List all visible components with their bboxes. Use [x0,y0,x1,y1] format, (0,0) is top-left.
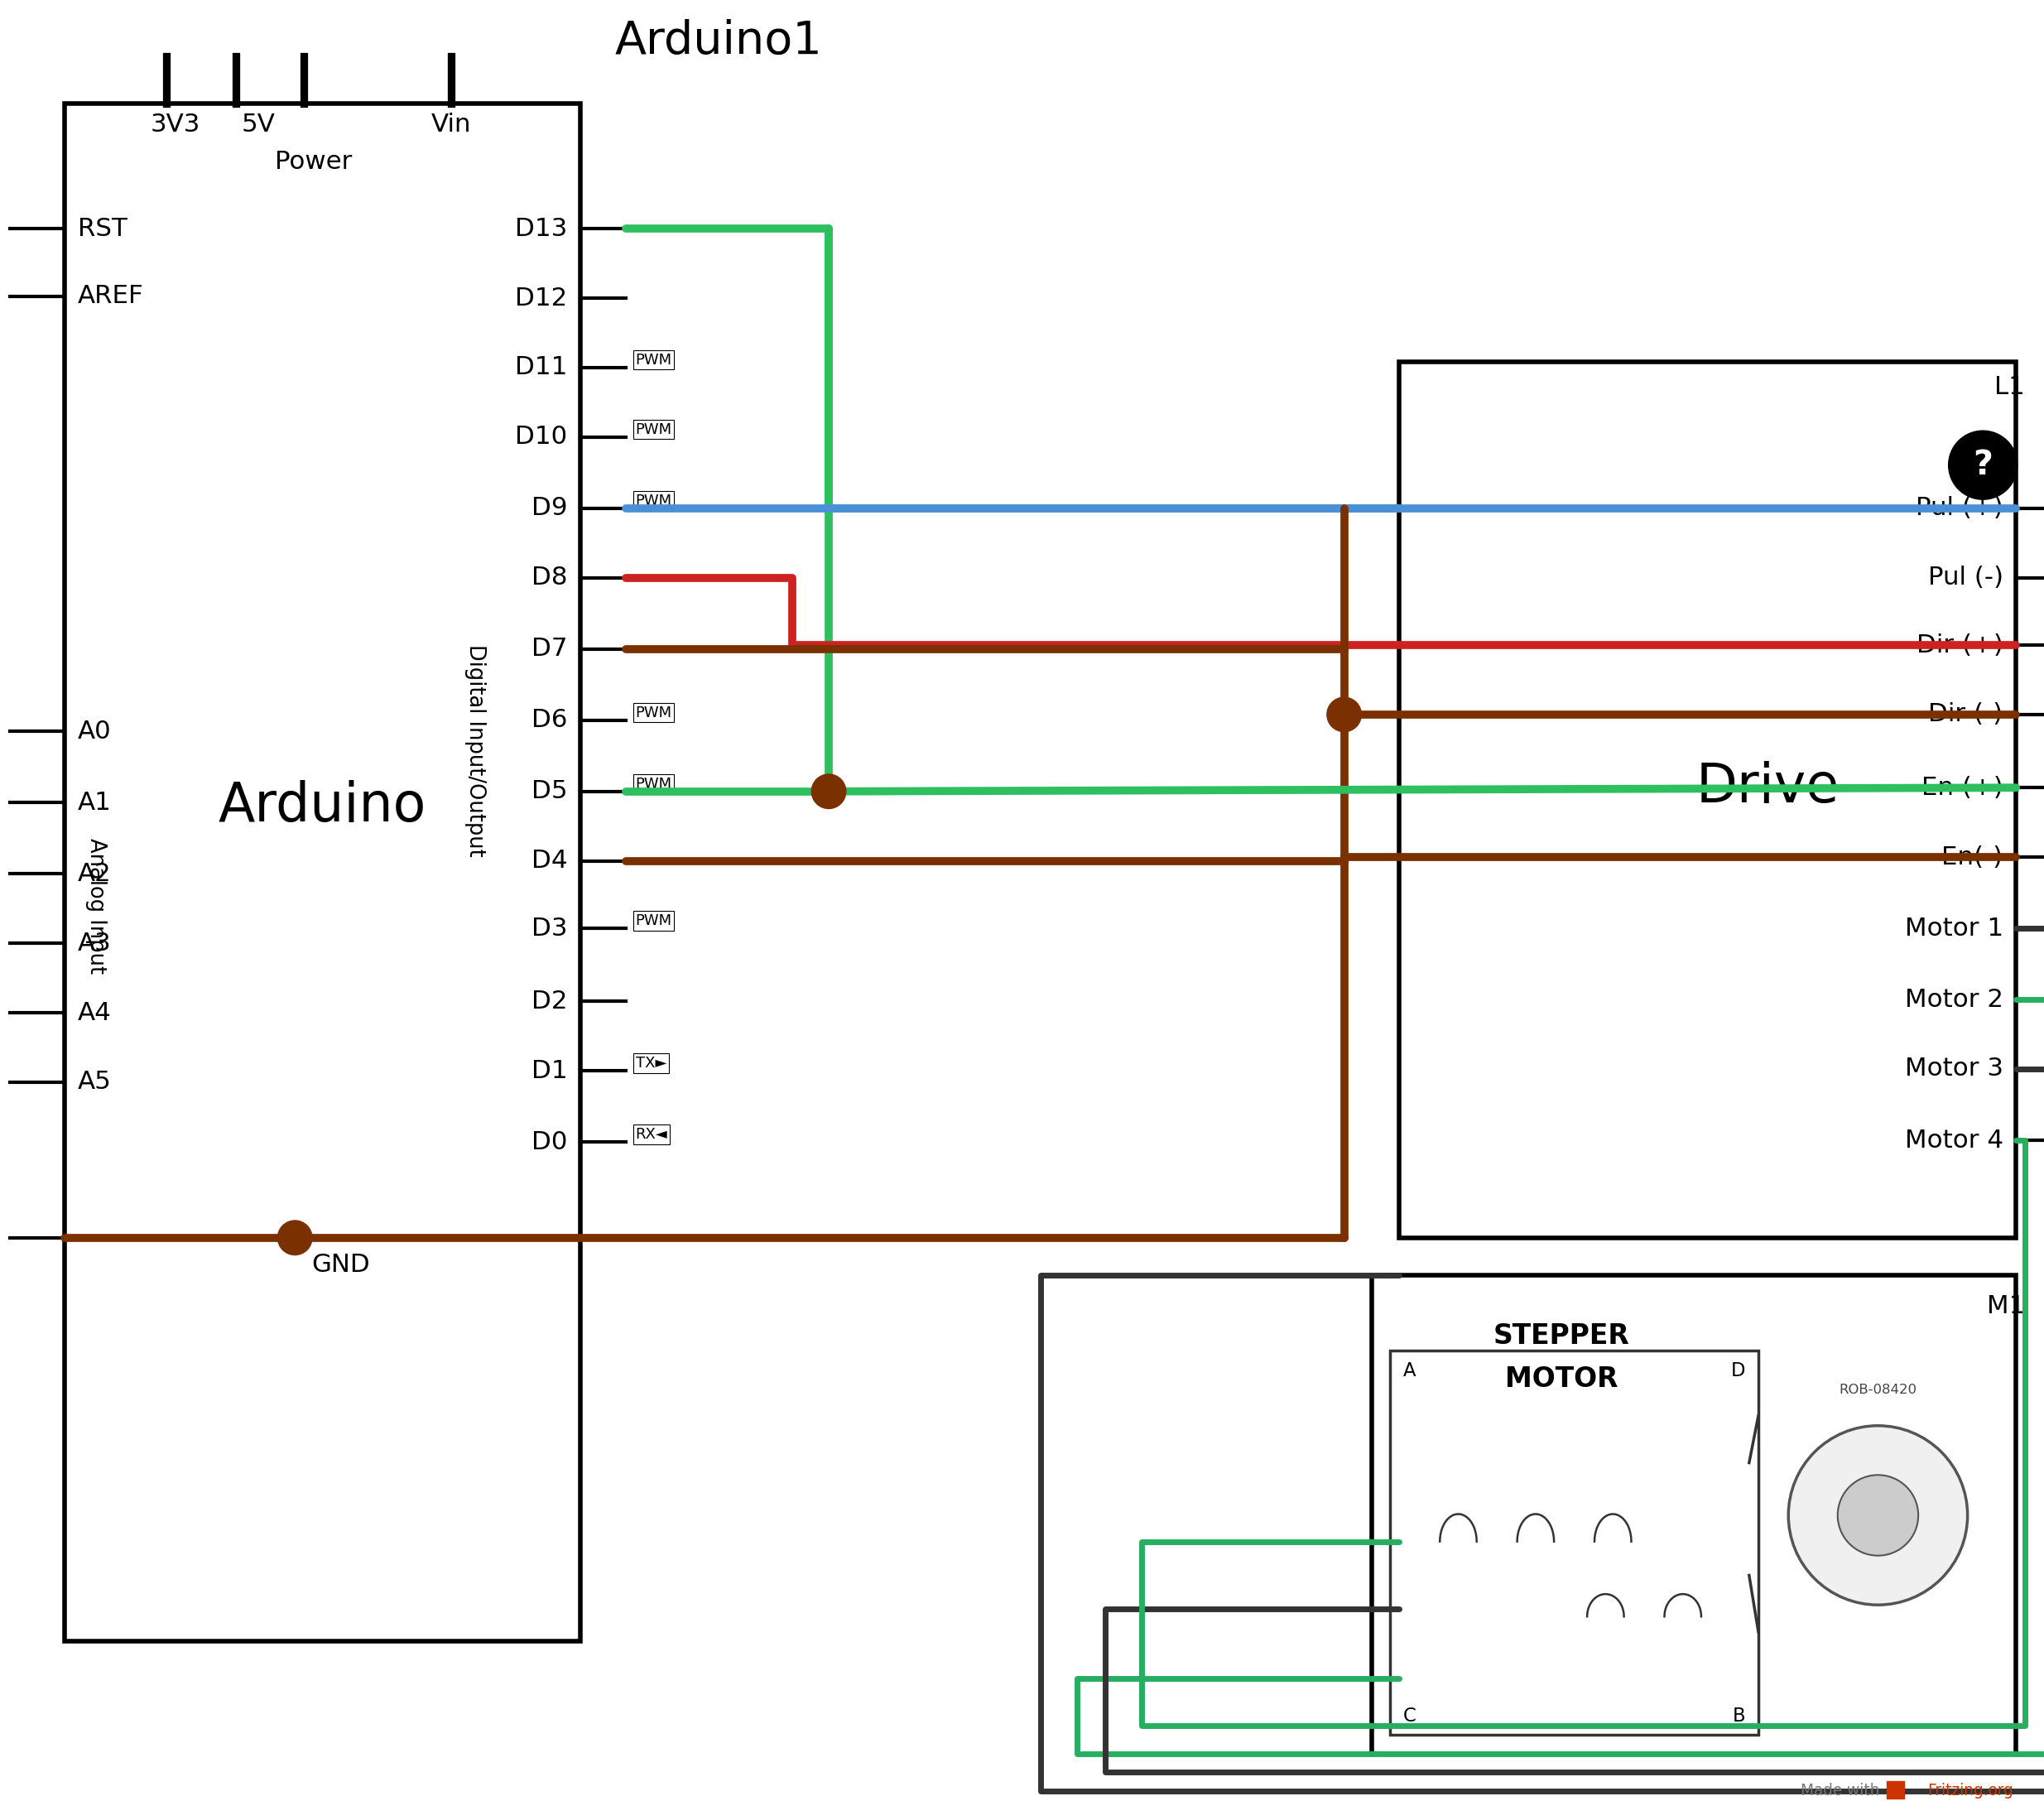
Text: D2: D2 [531,989,568,1014]
Text: Dir (-): Dir (-) [1927,702,2003,726]
Text: RX◄: RX◄ [636,1127,668,1142]
Text: PWM: PWM [636,353,672,367]
Text: Motor 2: Motor 2 [1905,987,2003,1012]
Text: ROB-08420: ROB-08420 [1840,1383,1917,1396]
Text: Motor 4: Motor 4 [1905,1127,2003,1153]
Text: D7: D7 [531,638,568,661]
Text: TX►: TX► [636,1055,666,1072]
Text: C: C [1402,1706,1416,1725]
Text: Arduino1: Arduino1 [615,18,822,63]
Text: Vin: Vin [431,112,472,137]
Text: A5: A5 [78,1070,112,1093]
Text: D9: D9 [531,497,568,520]
Text: D3: D3 [531,917,568,940]
Text: D5: D5 [531,780,568,803]
Circle shape [1838,1475,1917,1556]
Text: D1: D1 [531,1059,568,1082]
Text: 5V: 5V [241,112,276,137]
Text: Arduino: Arduino [219,780,427,832]
Text: RST: RST [78,216,127,241]
Text: Analog Input: Analog Input [86,837,106,974]
Text: D12: D12 [515,286,568,310]
Text: En (+): En (+) [1921,776,2003,800]
Text: PWM: PWM [636,913,672,928]
Circle shape [278,1221,313,1255]
Text: D11: D11 [515,355,568,380]
Text: A4: A4 [78,1001,112,1025]
Text: 3V3: 3V3 [151,112,200,137]
Text: D: D [1731,1362,1746,1381]
Text: Motor 3: Motor 3 [1905,1057,2003,1081]
Text: A3: A3 [78,931,112,955]
Text: Drive: Drive [1697,762,1840,814]
Text: PWM: PWM [636,776,672,791]
Text: A0: A0 [78,719,110,744]
Text: A1: A1 [78,791,112,814]
Circle shape [811,774,846,809]
Text: Pul (+): Pul (+) [1915,497,2003,520]
Text: PWM: PWM [636,706,672,720]
Bar [1390,1351,1758,1734]
Text: D10: D10 [515,425,568,448]
Bar [65,103,580,1641]
Text: En(-): En(-) [1942,845,2003,870]
Text: STEPPER: STEPPER [1494,1322,1629,1349]
Text: Motor 1: Motor 1 [1905,917,2003,940]
Text: Dir (+): Dir (+) [1915,634,2003,657]
Text: A2: A2 [78,863,112,886]
Circle shape [1788,1426,1968,1605]
Circle shape [1948,430,2017,499]
Text: Power: Power [274,149,352,175]
Bar [1400,362,2015,1237]
Text: D6: D6 [531,708,568,733]
Text: AREF: AREF [78,285,143,308]
Text: Made with: Made with [1801,1783,1880,1799]
Text: M1: M1 [1987,1293,2026,1318]
Text: D13: D13 [515,216,568,241]
Text: Digital Input/Output: Digital Input/Output [464,643,486,857]
Text: GND: GND [311,1253,370,1277]
Text: A: A [1402,1362,1416,1381]
Text: B: B [1733,1706,1746,1725]
Text: PWM: PWM [636,493,672,508]
Text: D0: D0 [531,1129,568,1154]
Text: L1: L1 [1995,375,2026,400]
Bar [1887,1781,1903,1799]
Circle shape [1327,697,1361,731]
Text: D8: D8 [531,566,568,589]
Bar [1372,1275,2015,1754]
Text: Pul (-): Pul (-) [1927,566,2003,589]
Text: MOTOR: MOTOR [1504,1365,1619,1392]
Text: D4: D4 [531,848,568,873]
Text: PWM: PWM [636,421,672,438]
Text: Fritzing.org: Fritzing.org [1927,1783,2013,1799]
Text: ?: ? [1972,448,1993,481]
